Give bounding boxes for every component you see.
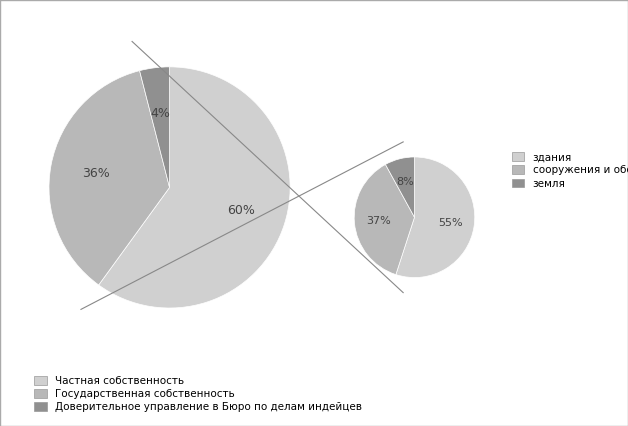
Wedge shape [396, 157, 475, 278]
Text: 60%: 60% [227, 204, 254, 217]
Wedge shape [49, 71, 170, 285]
Wedge shape [354, 164, 414, 275]
Text: 55%: 55% [438, 218, 462, 228]
Text: 4%: 4% [150, 107, 170, 120]
Legend: здания, сооружения и оборудование, земля: здания, сооружения и оборудование, земля [507, 148, 628, 193]
Text: 37%: 37% [366, 216, 391, 226]
Text: 8%: 8% [397, 177, 414, 187]
Wedge shape [139, 67, 170, 187]
Wedge shape [386, 157, 414, 217]
Legend: Частная собственность, Государственная собственность, Доверительное управление в: Частная собственность, Государственная с… [30, 372, 367, 417]
Wedge shape [99, 67, 290, 308]
Text: 36%: 36% [82, 167, 110, 180]
